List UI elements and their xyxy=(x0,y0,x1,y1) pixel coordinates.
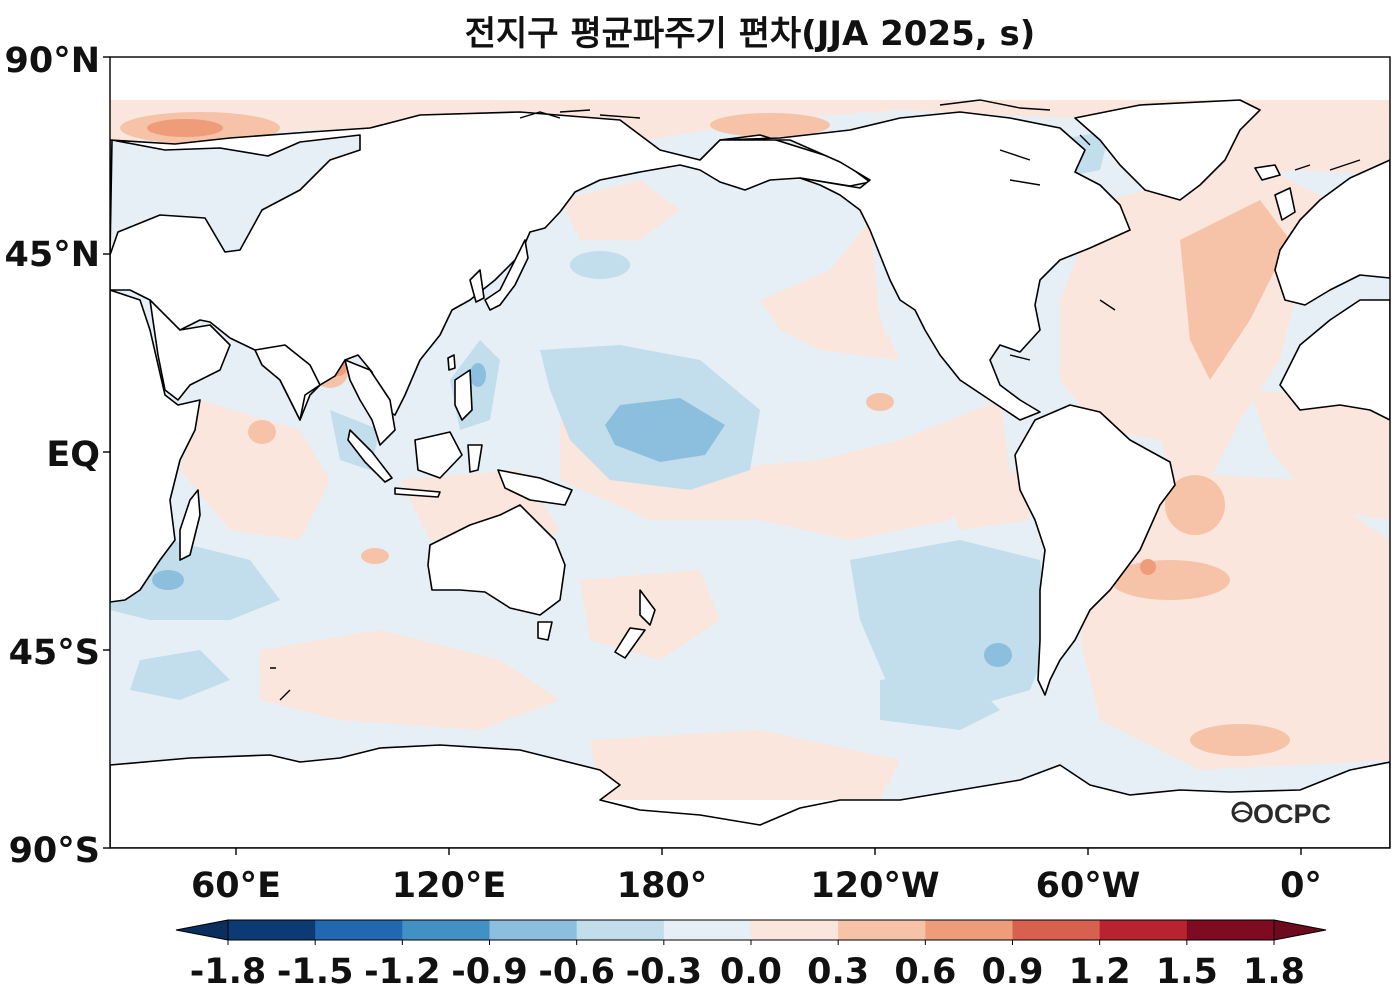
colorbar-tick-label: -0.6 xyxy=(538,952,615,992)
lon-tick-label: 60°W xyxy=(1036,866,1141,906)
lat-tick-label: 45°S xyxy=(9,633,100,673)
colorbar-cell xyxy=(663,920,752,940)
lon-tick-label: 0° xyxy=(1280,866,1322,906)
colorbar-cell xyxy=(1186,920,1275,940)
lon-tick-label: 120°W xyxy=(810,866,939,906)
taiwan-land xyxy=(447,354,456,371)
lon-axis: 60°E 120°E 180° 120°W 60°W 0° xyxy=(191,848,1322,906)
southamerica-land xyxy=(1014,404,1176,696)
java-land xyxy=(394,487,441,498)
lat-tick-label: 90°S xyxy=(9,831,100,871)
ocpc-logo: OCPC xyxy=(1231,799,1331,829)
lat-axis: 90°N 45°N EQ 45°S 90°S xyxy=(5,41,110,871)
anomaly-field xyxy=(110,99,1390,848)
sumatra-land xyxy=(347,429,393,483)
arabia-land xyxy=(149,299,231,401)
logo-mark-icon xyxy=(1231,801,1253,823)
colorbar-tick-label: 0.9 xyxy=(981,952,1043,992)
colorbar-tick-label: -0.3 xyxy=(626,952,703,992)
indochina-land xyxy=(344,359,396,446)
colorbar-cell xyxy=(489,920,578,940)
negative-anomaly-strong xyxy=(152,363,1012,667)
greenland-land xyxy=(1074,99,1261,201)
coastline-details xyxy=(270,99,1361,701)
colorbar-cell xyxy=(1012,920,1101,940)
japan-land xyxy=(484,239,529,311)
madagascar-land xyxy=(179,489,201,561)
india-land xyxy=(254,344,321,421)
colorbar: -1.8 -1.5 -1.2 -0.9 -0.6 -0.3 0.0 0.3 0.6 0.9 1.2 1… xyxy=(175,919,1327,992)
philippines-land xyxy=(454,369,473,421)
iceland-land xyxy=(1254,164,1281,181)
logo-text: OCPC xyxy=(1253,799,1331,829)
lon-tick-label: 60°E xyxy=(191,866,281,906)
colorbar-tick-label: -1.5 xyxy=(277,952,354,992)
colorbar-tick-label: 1.2 xyxy=(1069,952,1131,992)
colorbar-tick-label: 0.6 xyxy=(894,952,956,992)
australia-land xyxy=(427,504,566,616)
colorbar-cell xyxy=(1099,920,1188,940)
tasmania-land xyxy=(537,621,553,641)
colorbar-cell xyxy=(576,920,665,940)
africa-land xyxy=(110,289,201,603)
colorbar-cell xyxy=(315,920,403,940)
colorbar-cell xyxy=(925,920,1013,940)
colorbar-tick-label: 0.3 xyxy=(807,952,869,992)
lon-tick-label: 180° xyxy=(617,866,708,906)
colorbar-extend-low xyxy=(175,919,229,941)
colorbar-tick-label: 1.8 xyxy=(1243,952,1305,992)
newguinea-land xyxy=(497,469,573,506)
colorbar-cell xyxy=(228,920,316,940)
figure-title: 전지구 평균파주기 편차(JJA 2025, s) xyxy=(464,14,1036,54)
land-masses xyxy=(110,99,1390,848)
sulawesi-land xyxy=(467,444,483,473)
korea-land xyxy=(469,269,485,303)
positive-anomaly-medium xyxy=(120,112,1290,756)
northamerica-land xyxy=(719,111,1131,421)
westafrica-land xyxy=(1279,299,1390,421)
colorbar-extend-high xyxy=(1273,919,1327,941)
colorbar-tick-label: 0.0 xyxy=(720,952,782,992)
colorbar-cell xyxy=(751,920,839,940)
colorbar-cell xyxy=(402,920,490,940)
colorbar-cell xyxy=(838,920,926,940)
lat-tick-label: EQ xyxy=(46,435,100,475)
colorbar-tick-label: -1.8 xyxy=(190,952,267,992)
lon-tick-label: 120°E xyxy=(392,866,506,906)
colorbar-tick-label: 1.5 xyxy=(1156,952,1218,992)
colorbar-tick-label: -0.9 xyxy=(451,952,528,992)
lat-tick-label: 45°N xyxy=(5,235,101,275)
colorbar-tick-label: -1.2 xyxy=(364,952,441,992)
antarctica-land xyxy=(110,744,1390,848)
europe-land xyxy=(1274,159,1390,306)
newzealand-land xyxy=(614,589,656,659)
borneo-land xyxy=(414,431,463,479)
britain-land xyxy=(1274,187,1296,221)
lat-tick-label: 90°N xyxy=(5,41,101,81)
